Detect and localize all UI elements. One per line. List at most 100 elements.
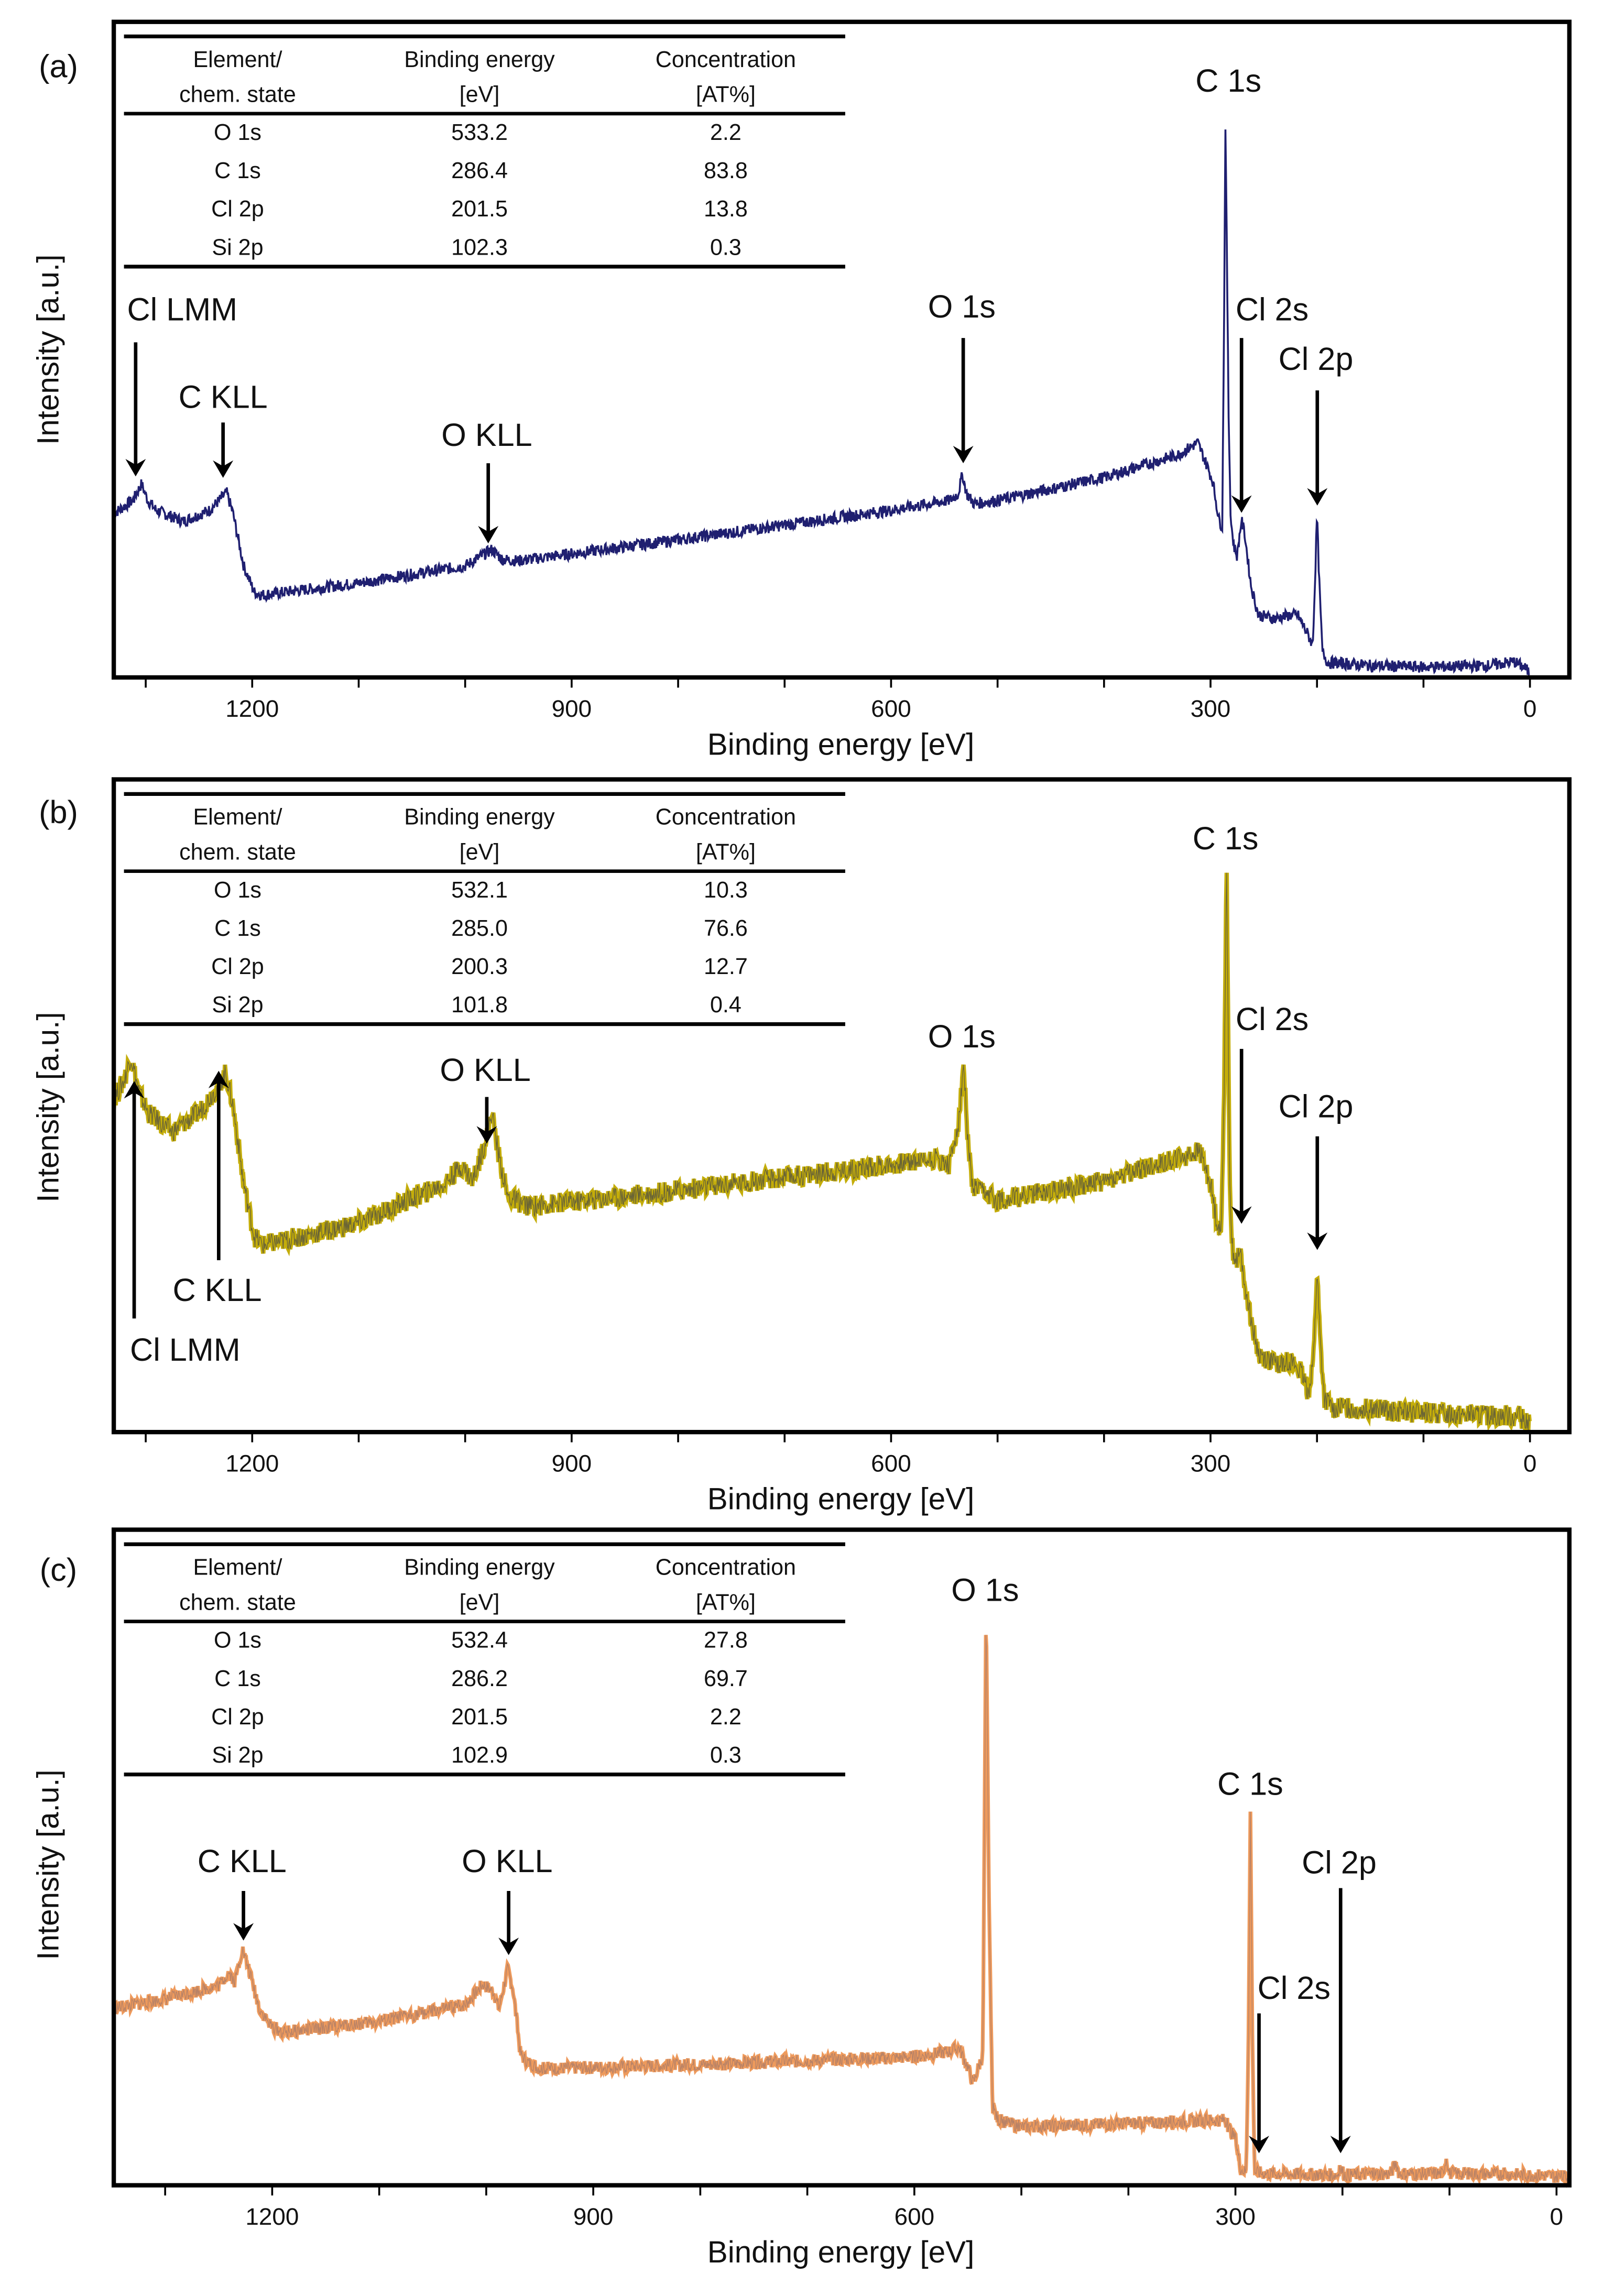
x-tick-label: 900	[552, 695, 592, 722]
table-cell: 286.2	[451, 1666, 508, 1691]
table-cell: 201.5	[451, 196, 508, 222]
table-header: [AT%]	[696, 839, 756, 865]
arrowhead-icon	[1231, 1206, 1252, 1224]
spectrum-line-edge	[113, 872, 1530, 1431]
arrowhead-icon	[478, 526, 499, 544]
x-tick-label: 300	[1191, 695, 1231, 722]
x-tick-label: 0	[1523, 1449, 1537, 1477]
x-tick-label: 300	[1215, 2203, 1256, 2230]
peak-annotation: C KLL	[198, 1843, 287, 1941]
x-tick-label: 300	[1191, 1449, 1231, 1477]
peak-annotation: Cl 2s	[1231, 292, 1308, 513]
table-row: O 1s 532.4 27.8	[214, 1628, 748, 1653]
arrowhead-icon	[208, 1070, 229, 1089]
peak-annotation: Cl 2p	[1279, 341, 1353, 506]
table-cell: 13.8	[704, 196, 748, 222]
quantification-table: Element/chem. state Binding energy [eV] Con…	[124, 1542, 845, 1777]
table-cell: Si 2p	[212, 235, 263, 260]
peak-annotation: C 1s	[1195, 63, 1261, 99]
x-axis-label: Binding energy [eV]	[707, 2235, 975, 2269]
x-tick-label: 0	[1550, 2203, 1564, 2230]
table-cell: 0.3	[710, 235, 741, 260]
table-row: O 1s 532.1 10.3	[214, 878, 748, 903]
table-cell: 0.4	[710, 992, 741, 1018]
table-row: C 1s 286.2 69.7	[214, 1666, 748, 1691]
table-header: Element/	[193, 805, 282, 830]
y-axis-label: Intensity [a.u.]	[31, 1769, 65, 1960]
peak-label: O KLL	[462, 1843, 552, 1879]
arrowhead-icon	[498, 1938, 519, 1955]
table-cell: 2.2	[710, 1704, 741, 1730]
table-cell: 533.2	[451, 120, 508, 145]
table-header: [AT%]	[696, 82, 756, 107]
table-cell: 102.3	[451, 235, 508, 260]
peak-annotation: C 1s	[1193, 821, 1259, 856]
table-cell: 83.8	[704, 158, 748, 183]
peak-annotation: O KLL	[440, 1052, 531, 1144]
spectrum-line-edge	[113, 1635, 1569, 2184]
xps-panel-a: 1200 900 600 300 0 Binding energy [eV] Intensi…	[31, 19, 1572, 761]
table-header: chem. state	[179, 1590, 296, 1615]
table-cell: O 1s	[214, 120, 261, 145]
table-cell: O 1s	[214, 1628, 261, 1653]
x-axis-label: Binding energy [eV]	[707, 727, 975, 761]
arrowhead-icon	[953, 445, 974, 464]
xps-panel-b: 1200 900 600 300 0 Binding energy [eV] Intensi…	[31, 777, 1572, 1516]
peak-annotation: C 1s	[1217, 1766, 1283, 1802]
plot-frame	[111, 777, 1572, 1435]
table-cell: 0.3	[710, 1743, 741, 1768]
table-row: Cl 2p 200.3 12.7	[211, 954, 748, 979]
y-axis-label: Intensity [a.u.]	[31, 1012, 65, 1202]
plot-frame	[111, 19, 1572, 680]
table-header: [eV]	[460, 1590, 500, 1615]
table-cell: Si 2p	[212, 992, 263, 1018]
spectrum-line	[113, 129, 1530, 676]
peak-label: O KLL	[441, 417, 532, 453]
table-cell: 101.8	[451, 992, 508, 1018]
panel-label: (a)	[39, 48, 78, 84]
panel-label: (c)	[40, 1552, 77, 1588]
peak-label: O 1s	[951, 1572, 1019, 1608]
table-row: C 1s 285.0 76.6	[214, 916, 748, 941]
x-tick-label: 600	[895, 2203, 935, 2230]
table-cell: O 1s	[214, 878, 261, 903]
table-cell: Cl 2p	[211, 1704, 264, 1730]
table-cell: 200.3	[451, 954, 508, 979]
table-header: Element/	[193, 47, 282, 72]
table-cell: C 1s	[214, 916, 261, 941]
peak-annotation: Cl 2p	[1302, 1845, 1377, 2153]
table-header: Concentration	[656, 47, 796, 72]
table-cell: 286.4	[451, 158, 508, 183]
peak-label: O 1s	[928, 1019, 996, 1054]
table-cell: 2.2	[710, 120, 741, 145]
x-tick-label: 900	[573, 2203, 614, 2230]
quantification-table: Element/chem. state Binding energy [eV] Con…	[124, 34, 845, 269]
table-header: [eV]	[460, 82, 500, 107]
table-cell: Cl 2p	[211, 954, 264, 979]
peak-annotation: O 1s	[951, 1572, 1019, 1608]
peak-annotation: Cl LMM	[124, 1081, 241, 1368]
table-cell: 69.7	[704, 1666, 748, 1691]
peak-annotation: O 1s	[928, 289, 996, 464]
x-tick-label: 1200	[245, 2203, 299, 2230]
peak-label: Cl 2p	[1279, 1089, 1354, 1124]
table-header: chem. state	[179, 82, 296, 107]
table-header: Binding energy	[404, 1555, 555, 1580]
table-header: Concentration	[656, 805, 796, 830]
arrowhead-icon	[1307, 488, 1328, 506]
peak-label: Cl 2p	[1302, 1845, 1377, 1880]
table-cell: 27.8	[704, 1628, 748, 1653]
peak-annotation: C KLL	[179, 379, 268, 478]
peak-annotation: C KLL	[173, 1070, 262, 1308]
x-tick-label: 1200	[225, 1449, 279, 1477]
peak-annotation: O KLL	[462, 1843, 553, 1955]
table-cell: 532.4	[451, 1628, 508, 1653]
peak-label: C KLL	[173, 1272, 262, 1308]
arrowhead-icon	[1307, 1232, 1328, 1250]
spectrum-line	[112, 1635, 1571, 2189]
peak-annotation: Cl 2p	[1279, 1089, 1354, 1250]
table-row: Si 2p 101.8 0.4	[212, 992, 741, 1018]
x-tick-label: 1200	[225, 695, 279, 722]
y-axis-label: Intensity [a.u.]	[31, 255, 65, 445]
